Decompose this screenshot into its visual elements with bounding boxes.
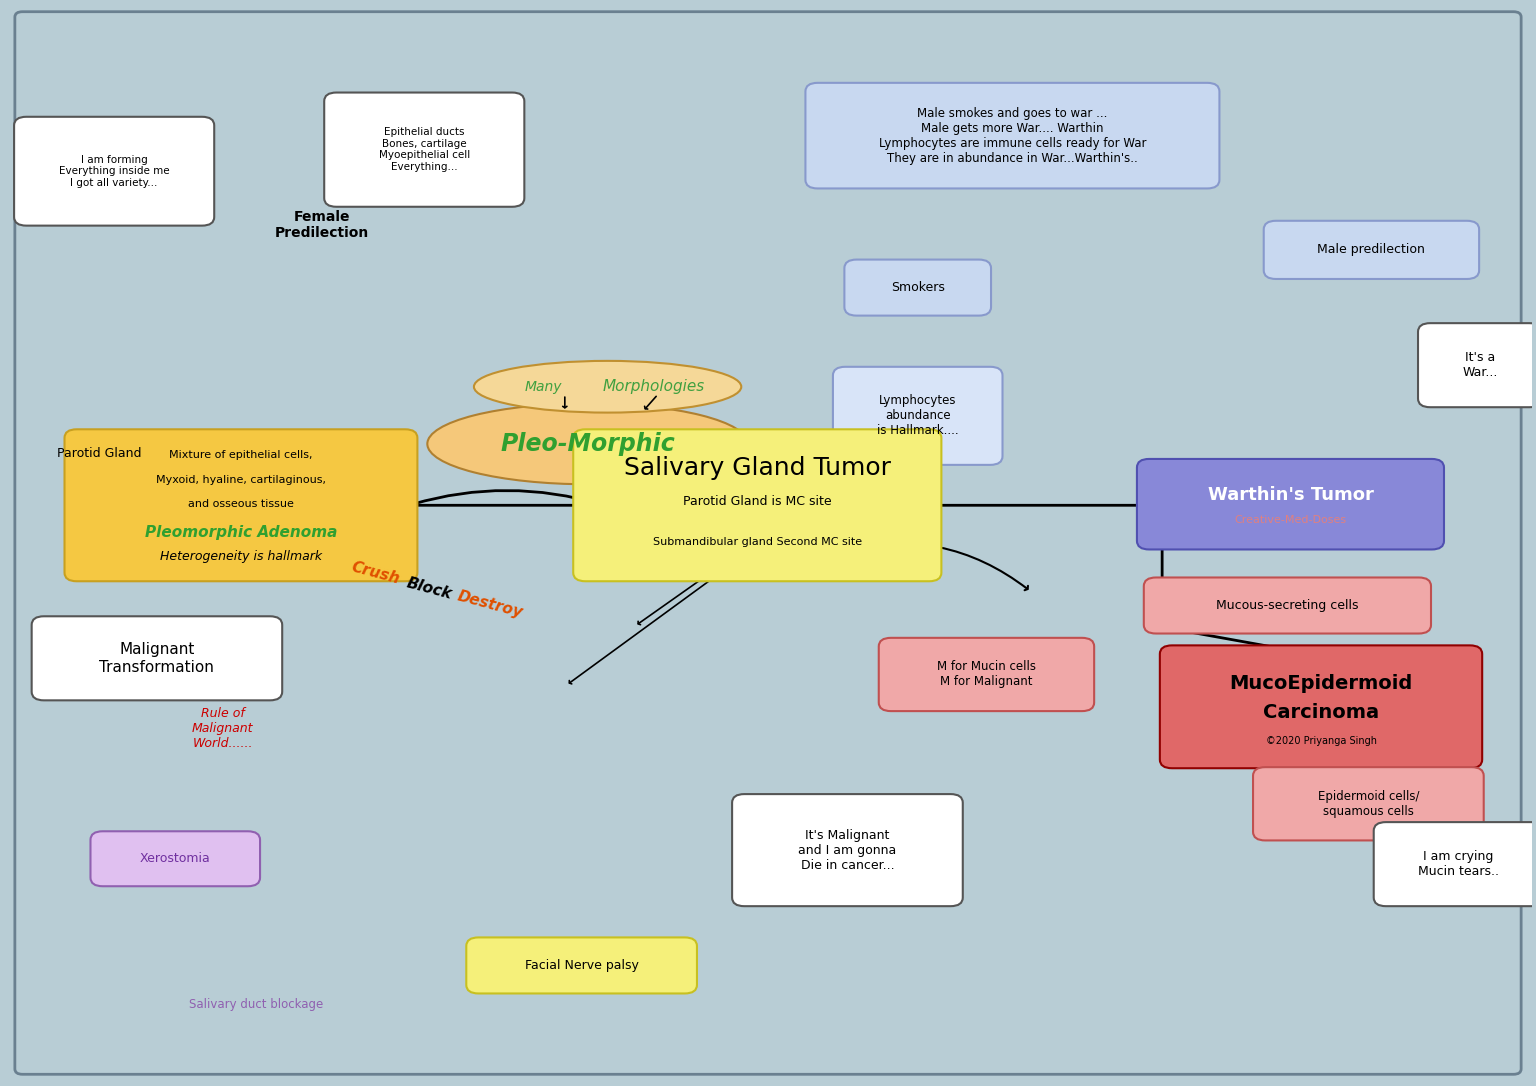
Text: Many: Many: [525, 380, 562, 394]
Text: It's Malignant
and I am gonna
Die in cancer...: It's Malignant and I am gonna Die in can…: [799, 829, 897, 872]
Text: Rule of
Malignant
World......: Rule of Malignant World......: [192, 707, 253, 749]
FancyBboxPatch shape: [573, 429, 942, 581]
FancyBboxPatch shape: [845, 260, 991, 316]
FancyBboxPatch shape: [14, 117, 214, 226]
FancyBboxPatch shape: [324, 92, 524, 206]
Text: M for Mucin cells
M for Malignant: M for Mucin cells M for Malignant: [937, 660, 1035, 689]
Text: Parotid Gland: Parotid Gland: [57, 447, 141, 460]
FancyBboxPatch shape: [833, 367, 1003, 465]
Ellipse shape: [427, 403, 748, 484]
Text: Male smokes and goes to war ...
Male gets more War.... Warthin
Lymphocytes are i: Male smokes and goes to war ... Male get…: [879, 106, 1146, 165]
Text: Carcinoma: Carcinoma: [1263, 703, 1379, 721]
FancyBboxPatch shape: [1160, 645, 1482, 768]
Text: Malignant
Transformation: Malignant Transformation: [100, 642, 215, 674]
Text: Mucous-secreting cells: Mucous-secreting cells: [1217, 599, 1359, 613]
Text: Facial Nerve palsy: Facial Nerve palsy: [525, 959, 639, 972]
FancyBboxPatch shape: [1373, 822, 1536, 906]
Text: Destroy: Destroy: [456, 589, 524, 620]
Text: Submandibular gland Second MC site: Submandibular gland Second MC site: [653, 536, 862, 546]
Text: Salivary Gland Tumor: Salivary Gland Tumor: [624, 455, 891, 480]
Text: Pleo-Morphic: Pleo-Morphic: [501, 432, 676, 456]
Text: Parotid Gland is MC site: Parotid Gland is MC site: [684, 495, 831, 508]
Text: Salivary duct blockage: Salivary duct blockage: [189, 998, 324, 1011]
Text: MucoEpidermoid: MucoEpidermoid: [1229, 674, 1413, 693]
Text: Smokers: Smokers: [891, 281, 945, 294]
FancyBboxPatch shape: [1253, 767, 1484, 841]
Text: Epithelial ducts
Bones, cartilage
Myoepithelial cell
Everything...: Epithelial ducts Bones, cartilage Myoepi…: [379, 127, 470, 172]
FancyBboxPatch shape: [65, 429, 418, 581]
FancyBboxPatch shape: [879, 637, 1094, 711]
FancyBboxPatch shape: [15, 12, 1521, 1074]
FancyBboxPatch shape: [805, 83, 1220, 189]
Text: Lymphocytes
abundance
is Hallmark....: Lymphocytes abundance is Hallmark....: [877, 394, 958, 438]
Text: Xerostomia: Xerostomia: [140, 853, 210, 866]
Ellipse shape: [475, 361, 742, 413]
FancyBboxPatch shape: [32, 616, 283, 700]
Text: Myxoid, hyaline, cartilaginous,: Myxoid, hyaline, cartilaginous,: [157, 475, 326, 484]
Text: Block: Block: [404, 574, 453, 602]
Text: Female
Predilection: Female Predilection: [275, 210, 369, 240]
Text: Male predilection: Male predilection: [1318, 243, 1425, 256]
Text: I am crying
Mucin tears..: I am crying Mucin tears..: [1418, 850, 1499, 879]
Text: Pleomorphic Adenoma: Pleomorphic Adenoma: [144, 525, 336, 540]
Text: I am forming
Everything inside me
I got all variety...: I am forming Everything inside me I got …: [58, 154, 169, 188]
FancyBboxPatch shape: [91, 831, 260, 886]
Text: Morphologies: Morphologies: [602, 379, 705, 394]
FancyBboxPatch shape: [467, 937, 697, 994]
Text: Crush: Crush: [350, 559, 401, 586]
Text: Heterogeneity is hallmark: Heterogeneity is hallmark: [160, 550, 323, 563]
FancyBboxPatch shape: [1137, 459, 1444, 550]
Text: Mixture of epithelial cells,: Mixture of epithelial cells,: [169, 451, 313, 460]
Text: Warthin's Tumor: Warthin's Tumor: [1207, 487, 1373, 504]
Text: Creative-Med-Doses: Creative-Med-Doses: [1235, 516, 1347, 526]
FancyBboxPatch shape: [1264, 220, 1479, 279]
Text: Epidermoid cells/
squamous cells: Epidermoid cells/ squamous cells: [1318, 790, 1419, 818]
Text: It's a
War...: It's a War...: [1462, 351, 1498, 379]
Text: ©2020 Priyanga Singh: ©2020 Priyanga Singh: [1266, 735, 1376, 746]
Text: and osseous tissue: and osseous tissue: [187, 498, 293, 509]
FancyBboxPatch shape: [733, 794, 963, 906]
FancyBboxPatch shape: [1418, 324, 1536, 407]
FancyBboxPatch shape: [1144, 578, 1432, 633]
